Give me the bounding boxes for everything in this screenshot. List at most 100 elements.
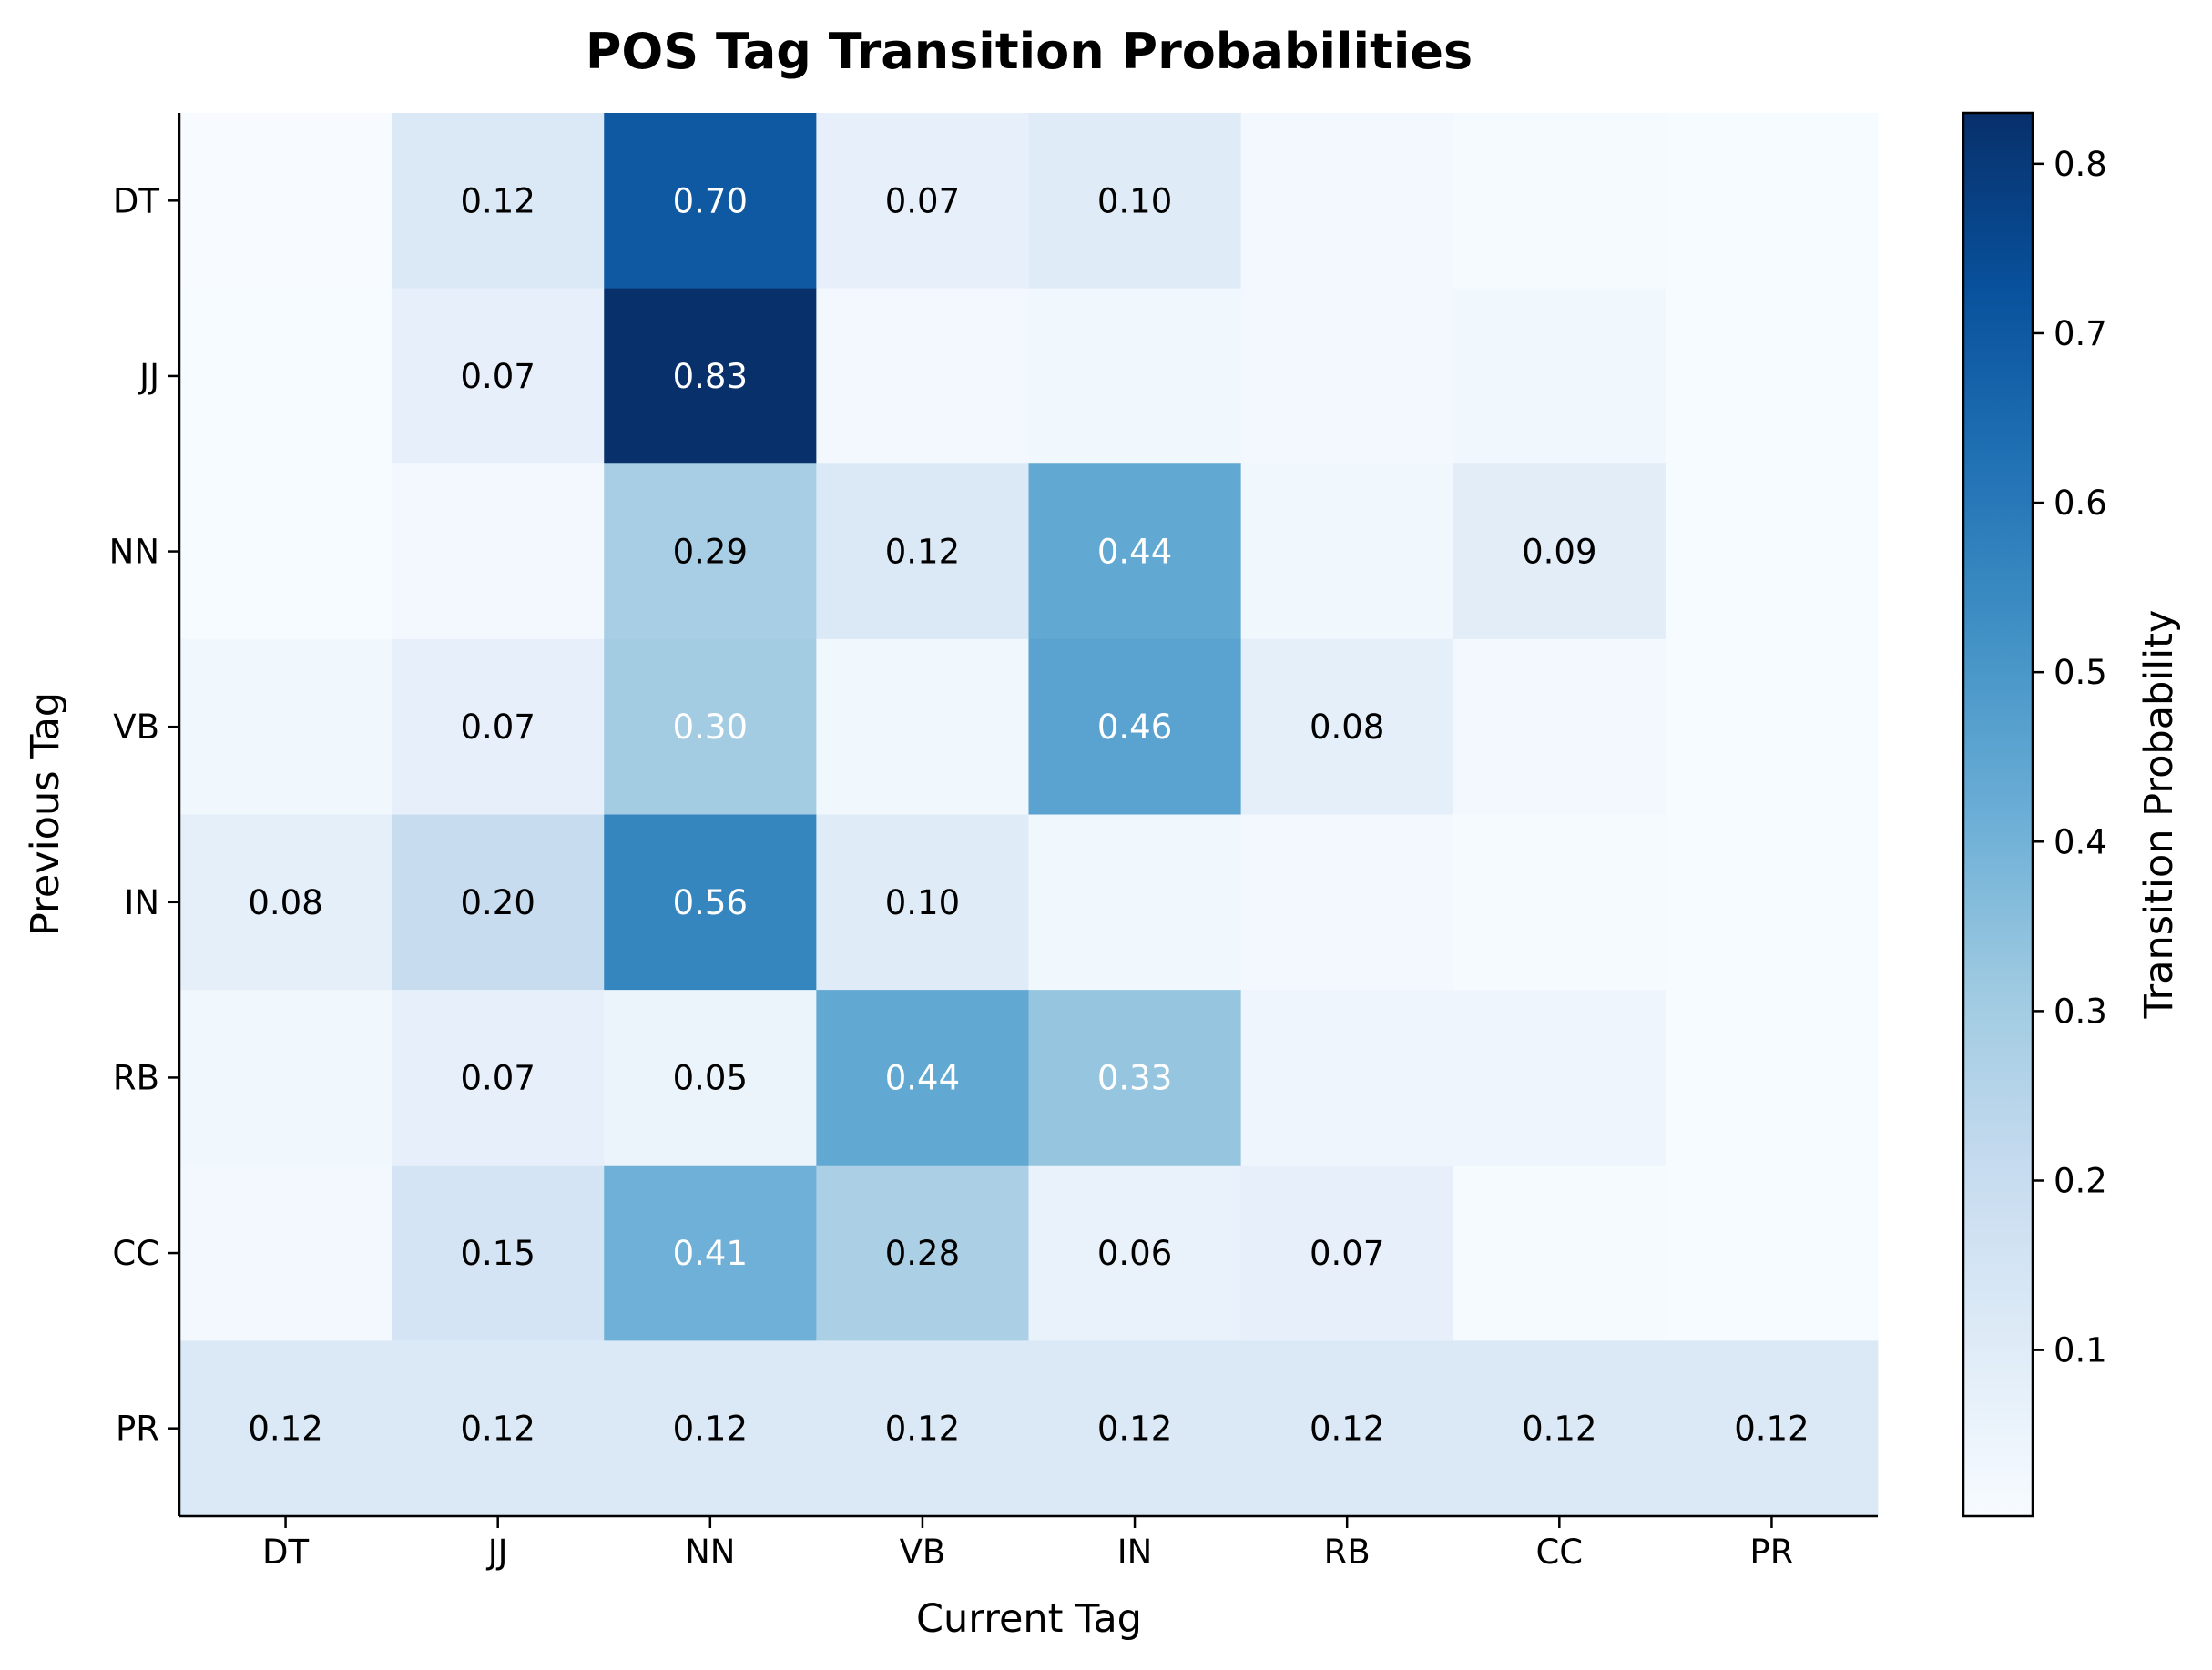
heatmap-cell (604, 463, 817, 640)
chart-title: POS Tag Transition Probabilities (586, 23, 1473, 80)
cell-annotation: 0.56 (673, 883, 748, 922)
y-axis-label: Previous Tag (23, 692, 68, 936)
x-axis-ticks: DT JJ NN VB IN RB CC PR (262, 1516, 1793, 1572)
y-tick-label: RB (113, 1058, 159, 1097)
heatmap-cell (816, 463, 1029, 640)
y-tick-label: JJ (138, 357, 159, 396)
heatmap-cell (604, 113, 817, 290)
heatmap-cell (179, 288, 392, 464)
heatmap-cell (392, 638, 605, 815)
cell-annotation: 0.12 (673, 1410, 748, 1449)
heatmap-cell (1028, 288, 1242, 464)
heatmap-cell (1240, 638, 1454, 815)
heatmap-cell (1453, 814, 1667, 991)
heatmap-cell (816, 1340, 1029, 1517)
cell-annotation: 0.12 (1310, 1410, 1384, 1449)
heatmap-cell (1028, 990, 1242, 1166)
cell-annotation: 0.12 (460, 181, 535, 220)
y-axis-ticks: DT JJ NN VB IN RB CC PR (109, 181, 179, 1449)
heatmap-cell (179, 1165, 392, 1341)
y-tick-label: NN (109, 533, 159, 572)
cell-annotation: 0.07 (885, 181, 960, 220)
heatmap-cell (1665, 814, 1879, 991)
heatmap-cell (1665, 1165, 1879, 1341)
cell-annotation: 0.33 (1097, 1058, 1172, 1097)
colorbar-label: Transition Probability (2136, 610, 2182, 1020)
heatmap-cell (1665, 113, 1879, 290)
heatmap-cell (179, 990, 392, 1166)
heatmap-cell (604, 814, 817, 991)
cell-annotation: 0.12 (1734, 1410, 1809, 1449)
colorbar-tick-label: 0.7 (2054, 314, 2107, 353)
heatmap-cell (1028, 463, 1242, 640)
cell-annotation: 0.07 (460, 708, 535, 747)
heatmap-cell (392, 1165, 605, 1341)
cell-annotation: 0.28 (885, 1234, 960, 1273)
heatmap-cell (1240, 990, 1454, 1166)
cell-annotation: 0.10 (1097, 181, 1172, 220)
heatmap-cell (1453, 463, 1667, 640)
x-tick-label: IN (1117, 1533, 1153, 1572)
cell-annotation: 0.46 (1097, 708, 1172, 747)
cell-annotation: 0.12 (885, 1410, 960, 1449)
heatmap-cell (604, 288, 817, 464)
heatmap-cell (1028, 814, 1242, 991)
heatmap-cell (604, 990, 817, 1166)
cell-annotation: 0.07 (1310, 1234, 1384, 1273)
cell-annotation: 0.15 (460, 1234, 535, 1273)
y-tick-label: IN (124, 883, 159, 922)
heatmap-cell (1665, 990, 1879, 1166)
colorbar (1962, 111, 2034, 1518)
colorbar-tick-label: 0.2 (2054, 1162, 2107, 1201)
colorbar-tick-label: 0.3 (2054, 992, 2107, 1031)
heatmap-cell (604, 1340, 817, 1517)
heatmap-cell (604, 638, 817, 815)
cell-annotation: 0.07 (460, 1058, 535, 1097)
cell-annotation: 0.41 (673, 1234, 748, 1273)
cell-annotation: 0.12 (1097, 1410, 1172, 1449)
heatmap-cell (1240, 814, 1454, 991)
heatmap-cells (179, 113, 1879, 1517)
cell-annotation: 0.12 (885, 533, 960, 572)
cell-annotation: 0.12 (460, 1410, 535, 1449)
cell-annotation: 0.44 (1097, 533, 1172, 572)
heatmap-cell (1240, 1165, 1454, 1341)
heatmap-cell (1453, 113, 1667, 290)
x-tick-label: DT (262, 1533, 309, 1572)
heatmap-cell (1665, 463, 1879, 640)
heatmap-cell (392, 463, 605, 640)
heatmap-cell (1240, 113, 1454, 290)
heatmap-cell (1453, 288, 1667, 464)
colorbar-tick-label: 0.1 (2054, 1331, 2107, 1370)
cell-annotation: 0.08 (248, 883, 322, 922)
x-tick-label: CC (1535, 1533, 1583, 1572)
heatmap-cell (1453, 638, 1667, 815)
heatmap-cell (1453, 1165, 1667, 1341)
heatmap-cell (179, 463, 392, 640)
cell-annotation: 0.09 (1522, 533, 1596, 572)
cell-annotation: 0.06 (1097, 1234, 1172, 1273)
heatmap-cell (604, 1165, 817, 1341)
cell-annotation: 0.12 (248, 1410, 322, 1449)
heatmap-cell (392, 113, 605, 290)
heatmap-cell (179, 113, 392, 290)
heatmap-cell (1453, 1340, 1667, 1517)
heatmap-cell (1028, 1340, 1242, 1517)
colorbar-tick-label: 0.8 (2054, 145, 2107, 184)
heatmap-cell (816, 1165, 1029, 1341)
cell-annotation: 0.83 (673, 357, 748, 396)
y-tick-label: VB (113, 708, 159, 747)
heatmap-cell (179, 1340, 392, 1517)
y-tick-label: CC (112, 1234, 159, 1273)
x-tick-label: VB (900, 1533, 946, 1572)
cell-annotation: 0.12 (1522, 1410, 1596, 1449)
cell-annotation: 0.20 (460, 883, 535, 922)
colorbar-ticks: 0.1 0.2 0.3 0.4 0.5 0.6 0.7 0.8 (2033, 145, 2107, 1370)
heatmap-cell (1028, 638, 1242, 815)
heatmap-cell (179, 814, 392, 991)
cell-annotation: 0.10 (885, 883, 960, 922)
x-tick-label: RB (1324, 1533, 1371, 1572)
heatmap-cell (1240, 463, 1454, 640)
heatmap-cell (816, 814, 1029, 991)
